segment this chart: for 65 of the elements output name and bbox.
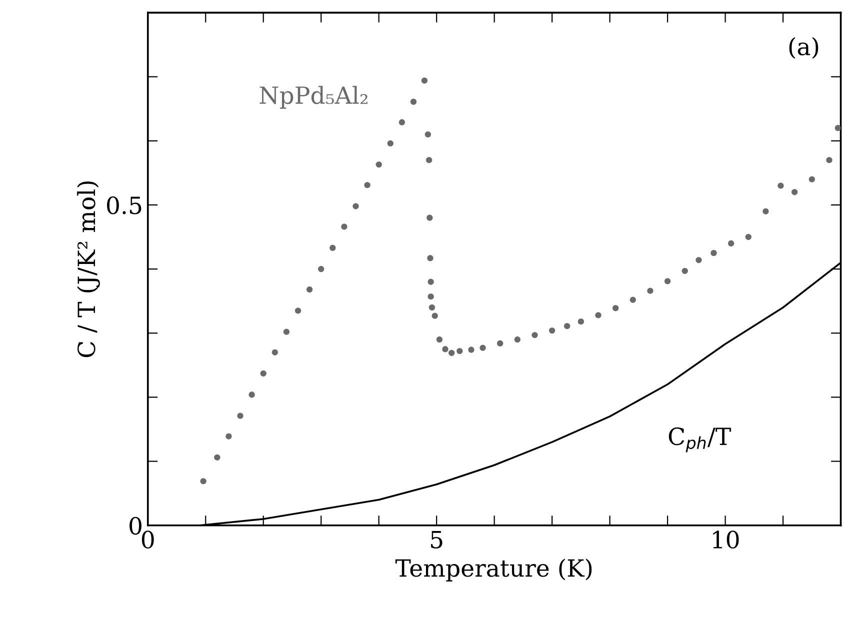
point xyxy=(248,392,255,398)
point xyxy=(778,182,784,189)
point xyxy=(612,305,619,312)
point xyxy=(468,346,474,353)
point xyxy=(398,119,406,126)
point xyxy=(448,350,455,356)
point xyxy=(427,255,434,262)
point xyxy=(352,203,359,210)
point xyxy=(428,293,434,300)
y-axis-title: C / T (J/K² mol) xyxy=(77,181,100,358)
point xyxy=(497,340,504,346)
point xyxy=(436,336,443,343)
point xyxy=(564,322,570,330)
annotation: (a) xyxy=(789,37,818,59)
point xyxy=(578,318,584,325)
x-tick-label: 5 xyxy=(431,530,442,549)
point xyxy=(214,454,220,461)
point xyxy=(791,189,798,196)
point xyxy=(237,412,244,419)
point xyxy=(294,308,302,314)
point xyxy=(532,332,538,338)
point xyxy=(283,328,290,335)
point xyxy=(341,224,348,230)
point xyxy=(647,288,654,294)
point xyxy=(428,278,434,285)
point xyxy=(682,268,688,274)
point xyxy=(664,278,671,284)
point xyxy=(728,240,734,246)
point xyxy=(745,234,752,240)
point xyxy=(428,304,436,311)
point xyxy=(260,370,266,377)
point xyxy=(514,336,521,343)
point xyxy=(387,140,394,147)
x-tick-label: 10 xyxy=(713,530,739,549)
series-label: NpPd₅Al₂ xyxy=(260,86,368,109)
point xyxy=(762,208,769,214)
y-tick-label: 0.5 xyxy=(107,196,142,214)
point xyxy=(272,349,278,356)
point xyxy=(696,256,702,264)
point xyxy=(808,176,816,182)
point xyxy=(424,131,432,138)
point xyxy=(426,214,433,221)
point xyxy=(330,244,336,251)
point xyxy=(376,161,382,168)
point xyxy=(306,286,313,293)
point xyxy=(432,312,438,319)
point xyxy=(410,98,417,105)
point xyxy=(442,346,448,352)
x-axis-title: Temperature (K) xyxy=(395,558,592,582)
point xyxy=(364,182,370,188)
point xyxy=(421,77,428,84)
point xyxy=(456,348,463,354)
point xyxy=(548,327,556,334)
point xyxy=(834,124,841,132)
point xyxy=(826,156,832,164)
series-label: C$_{ph}$/T xyxy=(668,427,731,452)
point xyxy=(480,344,486,351)
point xyxy=(630,296,636,303)
point xyxy=(318,266,324,272)
point xyxy=(710,250,717,256)
x-tick-label: 0 xyxy=(142,530,154,549)
point xyxy=(200,478,206,484)
point xyxy=(226,433,232,440)
point xyxy=(595,312,602,318)
point xyxy=(426,156,432,164)
